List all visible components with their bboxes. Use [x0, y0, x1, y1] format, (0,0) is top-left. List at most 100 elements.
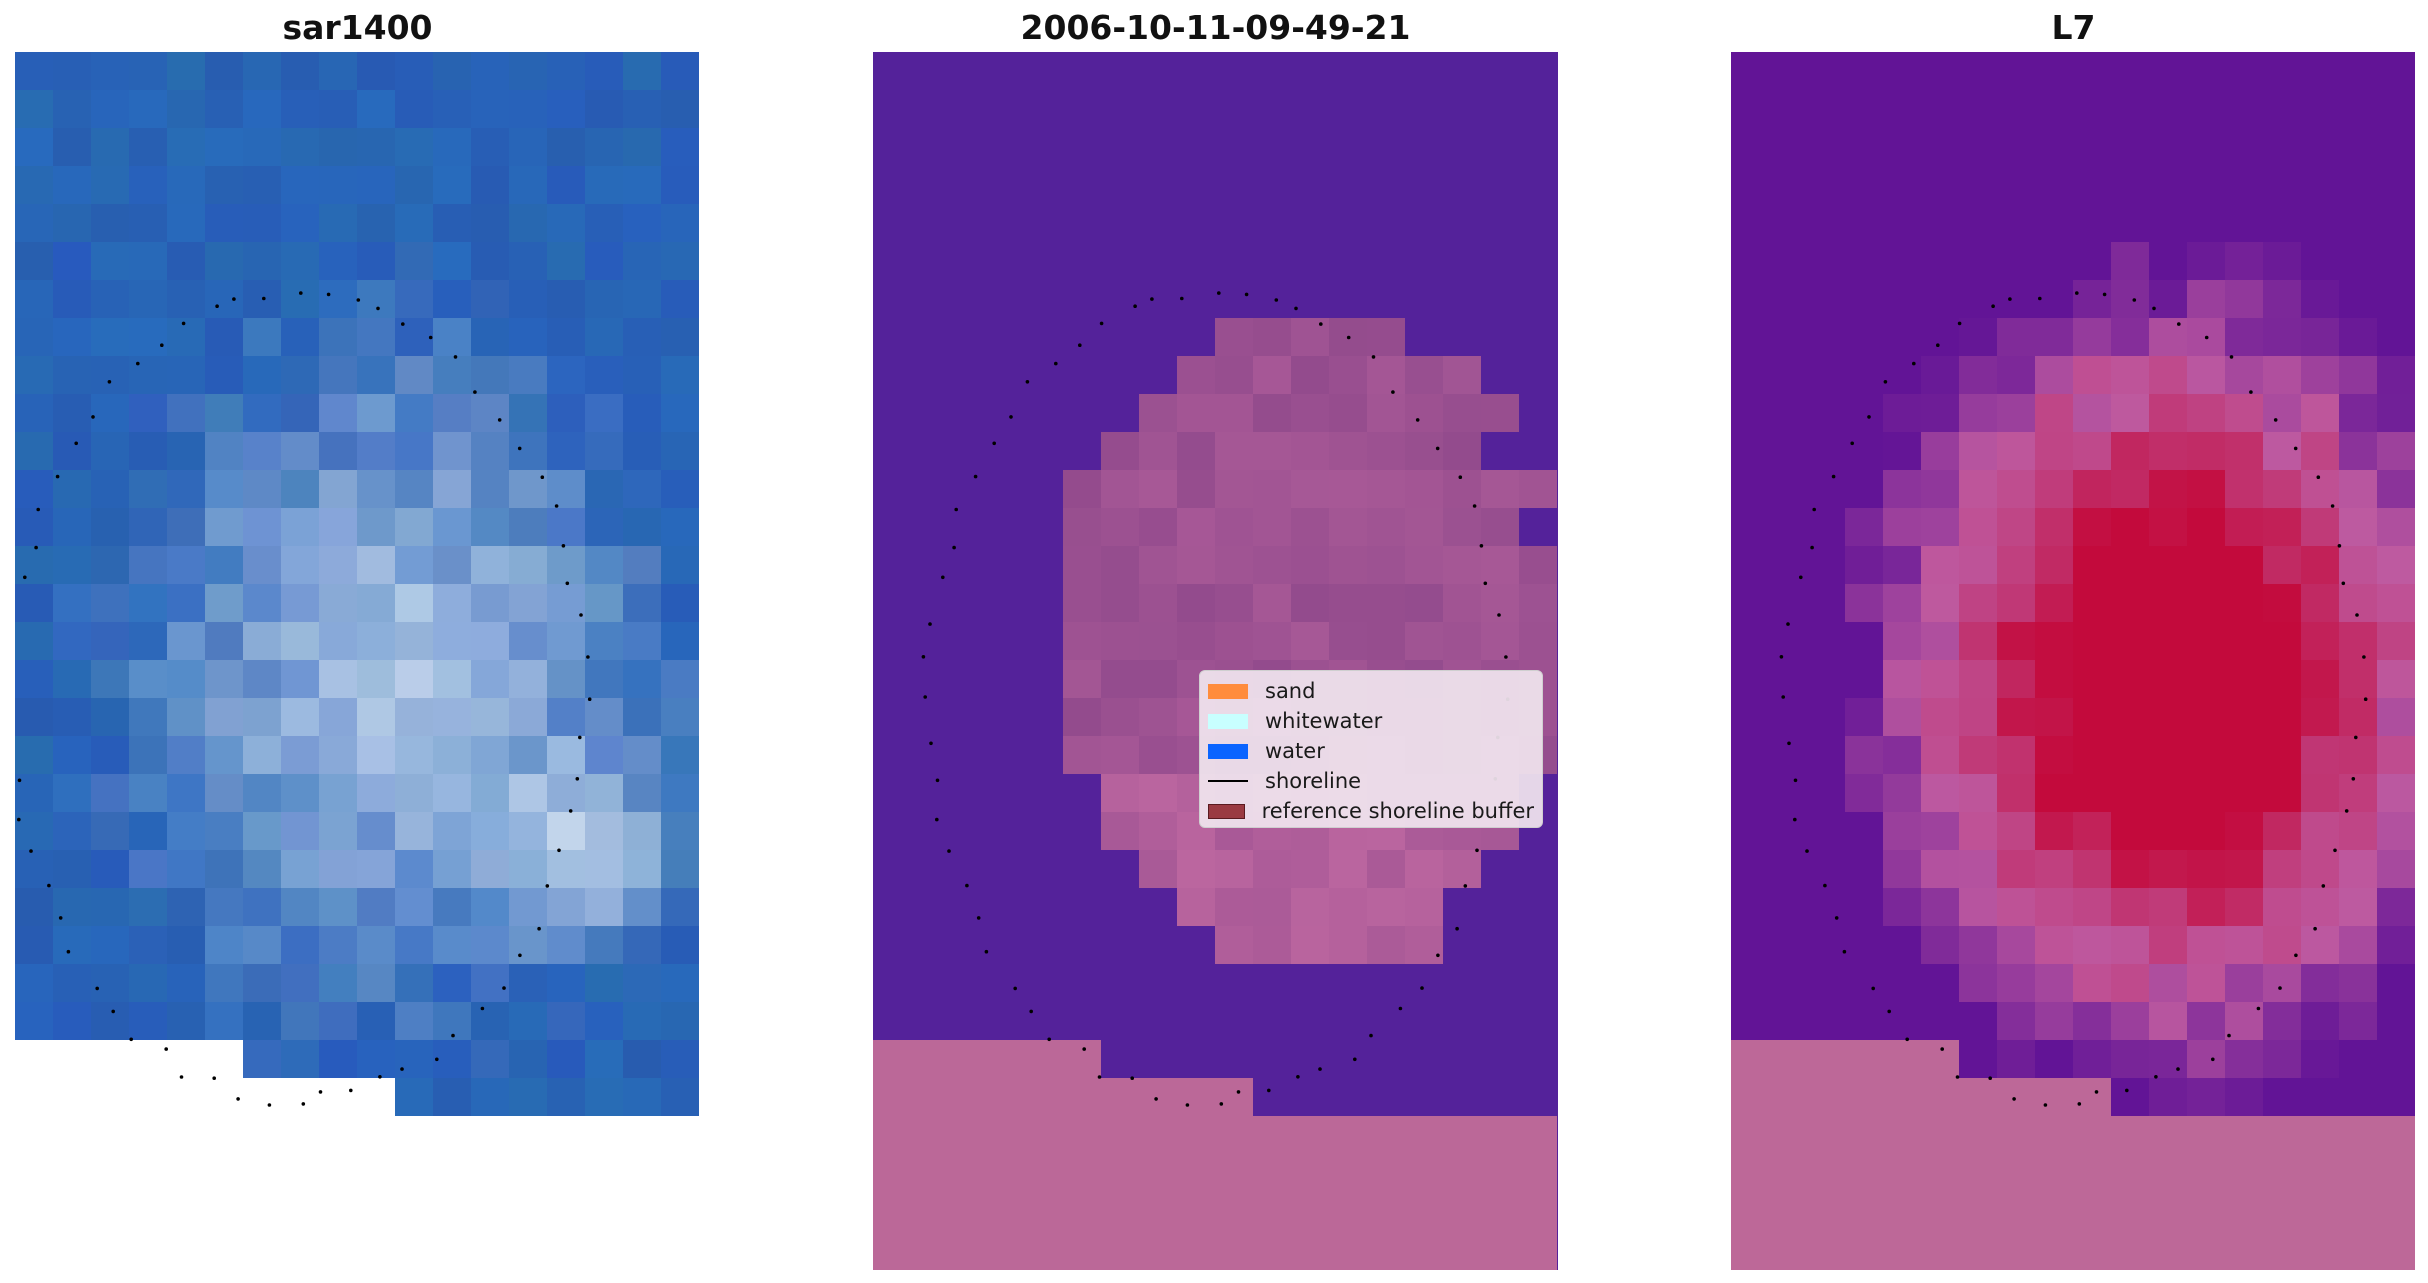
rgb-pixel — [91, 204, 129, 242]
rgb-pixel — [129, 622, 167, 660]
rgb-pixel — [91, 546, 129, 584]
rgb-pixel — [585, 204, 623, 242]
rgb-pixel — [585, 964, 623, 1002]
rgb-pixel — [623, 242, 661, 280]
rgb-pixel — [395, 242, 433, 280]
index-pixel — [2035, 470, 2073, 508]
rgb-pixel — [167, 128, 205, 166]
classified-pixel — [1101, 812, 1139, 850]
rgb-pixel — [129, 52, 167, 90]
index-pixel — [1769, 52, 1807, 90]
rgb-pixel — [547, 166, 585, 204]
classified-pixel — [1101, 432, 1139, 470]
rgb-pixel — [129, 90, 167, 128]
index-pixel — [2149, 698, 2187, 736]
shoreline-point — [301, 1102, 306, 1106]
legend-item-reference-buffer: reference shoreline buffer — [1208, 796, 1534, 826]
rgb-pixel — [205, 242, 243, 280]
rgb-pixel — [623, 660, 661, 698]
rgb-pixel — [661, 584, 699, 622]
rgb-pixel — [661, 812, 699, 850]
rgb-pixel — [433, 546, 471, 584]
rgb-pixel — [319, 546, 357, 584]
shoreline-point — [1130, 1076, 1134, 1080]
index-pixel — [2073, 242, 2111, 280]
rgb-pixel — [433, 280, 471, 318]
index-pixel — [1921, 242, 1959, 280]
rgb-pixel — [661, 204, 699, 242]
rgb-pixel — [471, 90, 509, 128]
rgb-pixel — [661, 698, 699, 736]
shoreline-point — [1867, 415, 1871, 419]
rgb-pixel — [167, 318, 205, 356]
shoreline-point — [1154, 1097, 1158, 1101]
index-pixel — [1997, 52, 2035, 90]
rgb-pixel — [205, 546, 243, 584]
classified-pixel — [1443, 356, 1481, 394]
shoreline-point — [1435, 446, 1440, 451]
index-pixel — [1807, 204, 1845, 242]
rgb-pixel — [319, 660, 357, 698]
index-pixel — [2111, 90, 2149, 128]
rgb-pixel — [395, 622, 433, 660]
index-pixel — [2263, 622, 2301, 660]
classified-pixel — [1101, 736, 1139, 774]
rgb-pixel — [509, 812, 547, 850]
right-index-image — [1731, 52, 2415, 1270]
rgb-pixel — [205, 660, 243, 698]
shoreline-point — [401, 322, 405, 326]
index-pixel — [1921, 1002, 1959, 1040]
shoreline-point — [1883, 380, 1888, 384]
index-pixel — [2225, 356, 2263, 394]
classified-pixel — [1519, 584, 1557, 622]
shoreline-point — [1319, 322, 1323, 326]
index-pixel — [2263, 356, 2301, 394]
index-pixel — [2263, 964, 2301, 1002]
index-pixel — [2149, 1002, 2187, 1040]
index-pixel — [1997, 698, 2035, 736]
rgb-pixel — [91, 698, 129, 736]
shoreline-point — [1013, 986, 1017, 991]
shoreline-point — [91, 415, 95, 419]
index-pixel — [2263, 774, 2301, 812]
rgb-pixel — [357, 584, 395, 622]
shoreline-point — [1219, 1102, 1224, 1106]
index-pixel — [1921, 318, 1959, 356]
rgb-pixel — [319, 774, 357, 812]
legend-whitewater-label: whitewater — [1265, 709, 1383, 733]
shoreline-point — [1236, 1090, 1241, 1094]
index-pixel — [2377, 850, 2415, 888]
rgb-pixel — [205, 508, 243, 546]
shoreline-point — [2293, 446, 2298, 451]
rgb-pixel — [15, 926, 53, 964]
index-pixel — [2149, 622, 2187, 660]
classified-pixel — [1329, 470, 1367, 508]
shoreline-point — [935, 778, 940, 783]
rgb-pixel — [319, 926, 357, 964]
rgb-pixel — [281, 318, 319, 356]
rgb-pixel — [471, 166, 509, 204]
rgb-pixel — [167, 52, 205, 90]
rgb-pixel — [281, 888, 319, 926]
shoreline-point — [2363, 697, 2368, 701]
shoreline-point — [1475, 848, 1479, 853]
index-pixel — [1807, 964, 1845, 1002]
classified-pixel — [1101, 470, 1139, 508]
index-pixel — [1959, 394, 1997, 432]
classified-pixel — [1253, 584, 1291, 622]
index-pixel — [2339, 1078, 2377, 1116]
index-pixel — [2035, 242, 2073, 280]
shoreline-point — [973, 474, 978, 479]
index-pixel — [2377, 1002, 2415, 1040]
shoreline-point — [1099, 321, 1104, 326]
index-pixel — [2111, 584, 2149, 622]
rgb-pixel — [433, 774, 471, 812]
rgb-pixel — [585, 356, 623, 394]
rgb-pixel — [243, 584, 281, 622]
index-pixel — [2301, 850, 2339, 888]
rgb-pixel — [243, 546, 281, 584]
shoreline-point — [1391, 390, 1395, 394]
rgb-pixel — [129, 964, 167, 1002]
shoreline-point — [17, 817, 21, 822]
index-pixel — [1731, 356, 1769, 394]
